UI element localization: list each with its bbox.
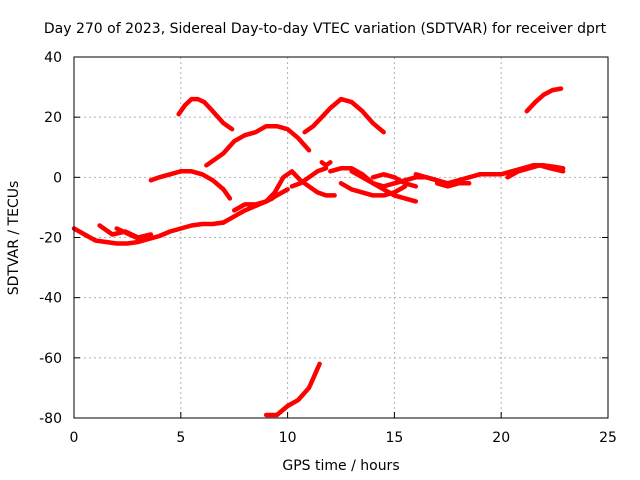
series-trace-19 [204, 123, 312, 168]
y-tick-label: 40 [44, 50, 62, 66]
series-trace-12 [370, 172, 419, 189]
chart-title: Day 270 of 2023, Sidereal Day-to-day VTE… [44, 21, 607, 37]
traces-layer [71, 86, 566, 418]
x-tick-label: 20 [492, 430, 510, 446]
series-trace-6 [263, 169, 337, 204]
series-trace-18 [176, 96, 235, 132]
series-trace-20 [302, 96, 386, 135]
series-trace-21 [524, 86, 564, 114]
series-trace-10 [338, 181, 408, 198]
series-trace-14 [434, 181, 472, 189]
x-tick-label: 25 [599, 430, 617, 446]
y-tick-label: -80 [39, 411, 62, 427]
x-tick-label: 10 [279, 430, 297, 446]
series-trace-13 [413, 172, 483, 186]
series-trace-22 [263, 361, 322, 418]
series-trace-3 [114, 226, 145, 243]
x-tick-label: 0 [70, 430, 79, 446]
y-tick-label: 20 [44, 110, 62, 126]
series-trace-1 [71, 220, 226, 246]
y-tick-label: -60 [39, 351, 62, 367]
ticks-layer: 0 5 10 15 20 25 -80 -60 -40 -20 0 20 40 [39, 50, 617, 446]
series-trace-8 [319, 160, 333, 168]
series-trace-17 [148, 169, 233, 201]
y-tick-label: 0 [53, 170, 62, 186]
y-axis-label: SDTVAR / TECUs [6, 181, 22, 296]
y-tick-label: -40 [39, 291, 62, 307]
series-trace-16 [505, 163, 566, 180]
series-trace-7 [289, 166, 329, 189]
x-tick-label: 15 [385, 430, 403, 446]
x-tick-label: 5 [176, 430, 185, 446]
grid-layer [74, 57, 608, 418]
y-tick-label: -20 [39, 231, 62, 247]
x-axis-label: GPS time / hours [282, 458, 399, 474]
